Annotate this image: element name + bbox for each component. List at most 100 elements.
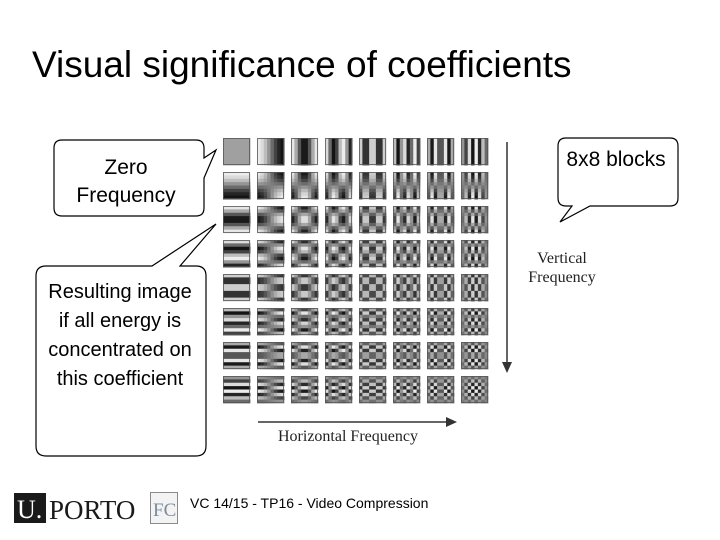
basis-pixel bbox=[396, 274, 401, 278]
basis-pixel bbox=[229, 161, 234, 166]
basis-pixel bbox=[314, 358, 319, 363]
basis-pixel bbox=[372, 222, 377, 227]
basis-pixel bbox=[403, 348, 407, 353]
basis-pixel bbox=[243, 386, 248, 390]
basis-pixel bbox=[294, 376, 299, 380]
basis-pixel bbox=[362, 185, 367, 190]
basis-pixel bbox=[437, 175, 441, 180]
basis-pixel bbox=[246, 138, 251, 142]
basis-pixel bbox=[263, 216, 268, 220]
basis-pixel bbox=[223, 175, 227, 180]
basis-pixel bbox=[471, 308, 475, 312]
basis-pixel bbox=[277, 243, 282, 248]
basis-pixel bbox=[396, 318, 401, 322]
basis-pixel bbox=[440, 308, 445, 312]
basis-pixel bbox=[243, 229, 248, 234]
basis-pixel bbox=[280, 321, 285, 326]
basis-pixel bbox=[365, 138, 370, 142]
basis-pixel bbox=[409, 345, 414, 350]
basis-pixel bbox=[328, 389, 333, 394]
basis-pixel bbox=[233, 294, 237, 299]
basis-pixel bbox=[338, 311, 343, 316]
basis-pixel bbox=[467, 229, 472, 234]
basis-pixel bbox=[464, 365, 469, 370]
basis-pixel bbox=[372, 297, 377, 302]
basis-pixel bbox=[481, 185, 486, 190]
basis-pixel bbox=[369, 290, 373, 295]
basis-pixel bbox=[267, 216, 271, 220]
basis-pixel bbox=[477, 253, 482, 258]
basis-block bbox=[325, 172, 353, 200]
basis-block-border bbox=[393, 240, 420, 267]
basis-pixel bbox=[291, 274, 295, 278]
basis-pixel bbox=[477, 212, 482, 217]
basis-pixel bbox=[450, 345, 455, 350]
basis-pixel bbox=[328, 192, 333, 197]
basis-pixel bbox=[246, 345, 251, 350]
basis-pixel bbox=[233, 382, 237, 387]
basis-pixel bbox=[257, 158, 261, 163]
basis-pixel bbox=[341, 240, 346, 244]
basis-pixel bbox=[277, 229, 282, 234]
basis-pixel bbox=[307, 290, 312, 295]
basis-pixel bbox=[314, 382, 319, 387]
basis-pixel bbox=[226, 253, 231, 258]
basis-pixel bbox=[311, 379, 316, 384]
basis-pixel bbox=[427, 297, 431, 302]
basis-block-border bbox=[461, 138, 488, 165]
basis-pixel bbox=[406, 144, 411, 149]
basis-pixel bbox=[328, 342, 333, 346]
basis-pixel bbox=[413, 260, 418, 265]
basis-pixel bbox=[443, 297, 448, 302]
basis-pixel bbox=[291, 260, 295, 265]
basis-pixel bbox=[301, 399, 305, 404]
basis-pixel bbox=[379, 253, 384, 258]
basis-pixel bbox=[325, 294, 329, 299]
basis-pixel bbox=[335, 331, 339, 336]
basis-pixel bbox=[263, 219, 268, 224]
basis-pixel bbox=[399, 253, 404, 258]
basis-pixel bbox=[440, 290, 445, 295]
basis-pixel bbox=[223, 342, 227, 346]
basis-pixel bbox=[433, 212, 438, 217]
basis-pixel bbox=[433, 386, 438, 390]
basis-pixel bbox=[233, 188, 237, 193]
basis-pixel bbox=[362, 331, 367, 336]
basis-pixel bbox=[379, 144, 384, 149]
basis-pixel bbox=[277, 260, 282, 265]
basis-pixel bbox=[471, 311, 475, 316]
basis-pixel bbox=[474, 141, 479, 146]
basis-pixel bbox=[270, 226, 275, 231]
basis-pixel bbox=[427, 352, 431, 356]
basis-pixel bbox=[413, 314, 418, 319]
basis-pixel bbox=[348, 151, 353, 156]
basis-pixel bbox=[260, 277, 265, 282]
basis-block-border bbox=[393, 172, 420, 199]
basis-pixel bbox=[375, 148, 380, 152]
basis-pixel bbox=[348, 328, 353, 333]
basis-pixel bbox=[447, 274, 452, 278]
basis-pixel bbox=[393, 389, 397, 394]
basis-block-border bbox=[393, 342, 420, 369]
basis-pixel bbox=[477, 260, 482, 265]
basis-pixel bbox=[331, 314, 336, 319]
basis-pixel bbox=[335, 328, 339, 333]
basis-pixel bbox=[365, 352, 370, 356]
basis-pixel bbox=[433, 280, 438, 285]
basis-pixel bbox=[416, 396, 421, 401]
basis-pixel bbox=[341, 216, 346, 220]
basis-pixel bbox=[239, 250, 244, 254]
basis-pixel bbox=[403, 365, 407, 370]
basis-pixel bbox=[294, 277, 299, 282]
basis-block-border bbox=[325, 206, 352, 233]
basis-pixel bbox=[467, 389, 472, 394]
basis-pixel bbox=[311, 141, 316, 146]
basis-pixel bbox=[277, 287, 282, 292]
basis-pixel bbox=[229, 151, 234, 156]
basis-pixel bbox=[413, 216, 418, 220]
basis-pixel bbox=[471, 178, 475, 183]
basis-pixel bbox=[375, 188, 380, 193]
basis-pixel bbox=[443, 362, 448, 367]
basis-pixel bbox=[246, 172, 251, 176]
basis-pixel bbox=[257, 161, 261, 166]
